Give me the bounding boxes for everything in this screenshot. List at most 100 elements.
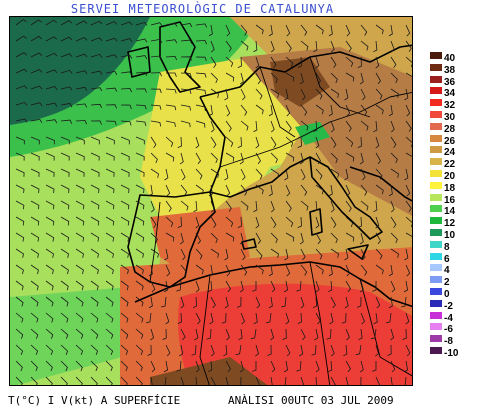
wind-barb [164,376,167,385]
wind-barb [345,152,355,162]
wind-barb [311,344,317,356]
wind-barb [330,88,339,98]
wind-barb [270,40,275,53]
wind-barb [45,136,55,145]
wind-barb [120,264,129,275]
wind-barb [282,328,287,340]
wind-barb [208,24,213,37]
wind-barb [330,248,339,258]
wind-barb [405,104,411,117]
wind-barb [195,168,203,180]
wind-barb [345,264,351,277]
wind-barb [15,264,24,275]
wind-barb [180,56,192,61]
wind-barb [90,264,99,275]
wind-barb [313,200,318,213]
wind-barb [166,72,177,77]
wind-barb [210,88,219,98]
wind-barb [388,24,393,37]
wind-barb [255,216,260,229]
wind-barb [330,72,338,84]
wind-barb [120,248,129,258]
wind-barb [165,264,171,277]
wind-barb [345,120,352,132]
wind-barb [30,376,38,385]
wind-barb [148,184,153,197]
wind-barb [162,328,167,340]
wind-barb [150,136,157,149]
wind-barb [390,88,399,98]
wind-barb [195,104,206,112]
field-light-green-atlantic [10,157,110,317]
wind-barb [270,248,279,258]
wind-barb [135,152,145,161]
wind-barb [30,296,39,307]
wind-barb [180,376,185,385]
wind-barb [90,70,103,75]
wind-barb [208,184,213,197]
wind-barb [300,328,306,341]
wind-barb [105,120,117,126]
wind-barb [312,296,318,309]
wind-barb [285,312,290,325]
wind-barb [60,168,70,177]
legend-label: -8 [444,336,453,348]
wind-barb [345,280,351,293]
wind-barb [268,24,273,37]
wind-barb [239,72,244,85]
wind-barb [255,232,261,245]
wind-barb [45,360,53,372]
wind-barb [105,376,113,385]
legend-label: -10 [444,348,459,359]
wind-barb [281,296,287,308]
wind-barb [285,200,292,212]
wind-barb [135,38,148,43]
wind-barb [224,248,229,261]
map-canvas [10,17,412,385]
wind-barb [285,184,291,197]
wind-barb [30,85,43,90]
wind-barb [135,168,145,177]
wind-barb [135,184,145,194]
wind-barb [315,248,323,260]
wind-barb [75,152,85,161]
wind-barb [105,264,114,275]
wind-barb [120,88,133,93]
wind-barb [45,52,58,58]
wind-barb [390,152,398,164]
wind-barb [375,72,381,85]
wind-barb [299,344,304,357]
wind-barb [345,72,355,82]
wind-barb [373,200,378,213]
wind-barb [296,360,302,372]
wind-barb [344,248,349,261]
wind-barb [210,248,219,258]
wind-barb [328,360,333,373]
wind-barb [30,118,43,124]
wind-barb [403,280,409,293]
wind-barb [164,168,169,181]
wind-barb [105,168,115,177]
wind-barb [330,168,339,178]
wind-barb [270,56,277,69]
wind-barb [135,104,147,110]
wind-barb [180,88,192,95]
wind-barb [372,361,377,372]
wind-barb [120,54,133,59]
wind-barb [15,52,28,58]
wind-barb [255,24,264,35]
wind-barb [120,216,130,226]
wind-barb [315,168,323,180]
wind-barb [390,168,399,178]
wind-barb [163,360,169,373]
wind-barb [385,312,392,324]
wind-barb [208,360,213,373]
wind-barb [165,55,178,61]
wind-barb [90,200,100,210]
wind-barb [329,312,334,325]
wind-barb [390,216,397,229]
legend-label: 38 [444,64,456,76]
wind-barb [90,53,103,58]
wind-barb [225,184,231,197]
legend-label: 10 [444,230,456,241]
